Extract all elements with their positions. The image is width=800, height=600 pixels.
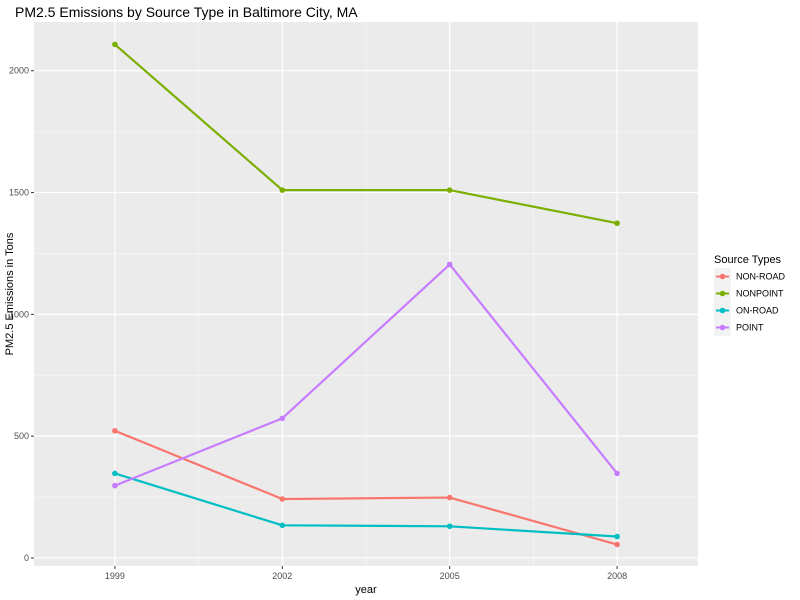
legend-title: Source Types bbox=[714, 254, 782, 266]
y-tick-label: 2000 bbox=[9, 66, 29, 76]
data-point-non-road bbox=[446, 494, 453, 501]
data-point-on-road bbox=[446, 523, 453, 530]
data-point-non-road bbox=[112, 427, 118, 434]
data-point-point bbox=[446, 261, 453, 268]
x-tick-label: 2008 bbox=[607, 571, 627, 581]
legend-label: NONPOINT bbox=[736, 289, 784, 299]
legend-items: NON-ROAD NONPOINT ON-ROAD POINT bbox=[714, 268, 785, 336]
data-point-non-road bbox=[614, 541, 620, 548]
x-axis-ticks: 1999 2002 2005 2008 bbox=[105, 566, 627, 581]
legend-key-point bbox=[719, 324, 726, 331]
grid-major bbox=[34, 22, 698, 566]
x-tick-label: 2005 bbox=[440, 571, 460, 581]
data-point-point bbox=[614, 470, 620, 477]
data-point-non-road bbox=[279, 496, 286, 502]
y-axis-title: PM2.5 Emissions in Tons bbox=[4, 232, 16, 355]
series-line-point bbox=[114, 263, 618, 487]
y-tick-label: 1000 bbox=[9, 309, 29, 319]
y-axis-ticks: 0 500 1000 1500 2000 bbox=[9, 66, 34, 563]
y-tick-label: 500 bbox=[14, 431, 29, 441]
series-line-non-road bbox=[114, 429, 618, 546]
data-point-nonpoint bbox=[112, 41, 118, 48]
legend-label: ON-ROAD bbox=[736, 306, 779, 316]
data-point-point bbox=[279, 415, 286, 422]
legend-item-non-road: NON-ROAD bbox=[714, 268, 785, 285]
legend-label: POINT bbox=[736, 323, 764, 333]
legend-item-point: POINT bbox=[714, 319, 764, 336]
legend-label: NON-ROAD bbox=[736, 272, 785, 282]
grid-minor bbox=[34, 22, 698, 566]
legend-key-point bbox=[719, 290, 726, 297]
legend-item-nonpoint: NONPOINT bbox=[714, 285, 784, 302]
series-line-nonpoint bbox=[114, 43, 618, 225]
data-point-nonpoint bbox=[279, 187, 286, 193]
data-point-on-road bbox=[112, 470, 118, 477]
x-tick-label: 1999 bbox=[105, 571, 125, 581]
chart-title: PM2.5 Emissions by Source Type in Baltim… bbox=[15, 4, 358, 20]
data-point-on-road bbox=[279, 522, 286, 529]
data-point-nonpoint bbox=[446, 187, 453, 193]
y-tick-label: 1500 bbox=[9, 188, 29, 198]
legend-key-point bbox=[719, 307, 726, 314]
legend-key-point bbox=[719, 273, 726, 280]
y-tick-label: 0 bbox=[24, 553, 29, 563]
legend-item-on-road: ON-ROAD bbox=[714, 302, 779, 319]
x-axis-title: year bbox=[355, 584, 377, 596]
legend: Source Types NON-ROAD NONPOINT ON-ROAD POIN… bbox=[714, 254, 785, 336]
data-point-on-road bbox=[614, 533, 620, 540]
data-point-nonpoint bbox=[614, 220, 620, 227]
series-layer bbox=[112, 41, 620, 548]
series-line-on-road bbox=[114, 472, 618, 538]
x-tick-label: 2002 bbox=[272, 571, 292, 581]
data-point-point bbox=[112, 482, 118, 489]
